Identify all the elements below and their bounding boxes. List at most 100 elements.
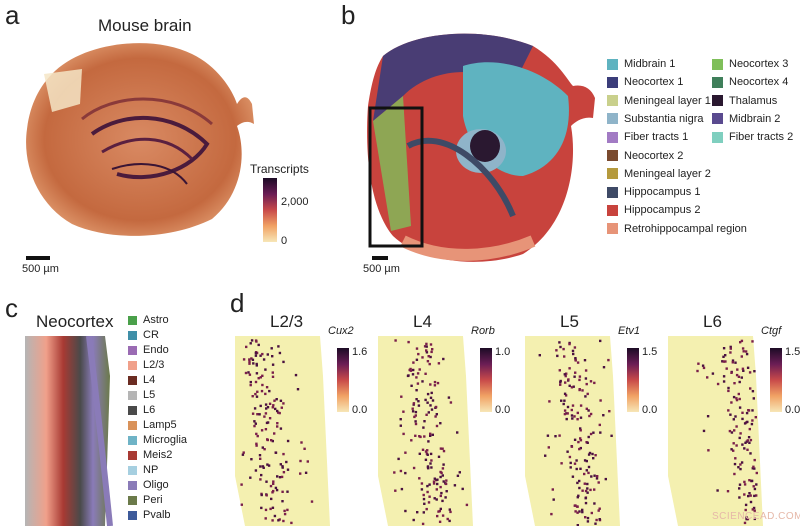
expression-dot: [259, 404, 262, 408]
expression-dot: [583, 359, 587, 362]
expression-dot: [290, 521, 293, 525]
expression-dot: [697, 362, 700, 365]
panel-c-title: Neocortex: [36, 312, 114, 331]
expression-dot: [429, 343, 433, 346]
expression-dot: [279, 463, 282, 466]
expression-dot: [249, 380, 252, 384]
scale-bar-a-label: 500 µm: [22, 263, 59, 275]
expression-dot: [254, 351, 258, 355]
expression-dot: [570, 445, 574, 448]
expression-dot: [269, 507, 272, 511]
expression-dot: [589, 380, 593, 383]
expression-dot: [721, 360, 724, 363]
expression-dot: [421, 380, 424, 383]
expression-dot: [253, 424, 256, 428]
expression-dot: [563, 412, 567, 416]
expression-dot: [442, 463, 445, 466]
expression-dot: [431, 399, 435, 402]
expression-dot: [748, 427, 751, 431]
expression-dot: [274, 407, 277, 411]
expression-dot: [560, 462, 563, 465]
expression-dot: [724, 354, 727, 357]
map-gene-name: Rorb: [471, 325, 495, 337]
legend-b-label: Hippocampus 2: [624, 204, 701, 217]
expression-dot: [271, 439, 274, 443]
expression-dot: [576, 496, 579, 499]
legend-c-item: L6: [128, 404, 155, 416]
expression-dot: [418, 368, 421, 371]
expression-dot: [595, 477, 599, 480]
expression-dot: [573, 438, 577, 441]
expression-dot: [276, 425, 279, 428]
expression-dot: [276, 409, 279, 413]
legend-c-item: L2/3: [128, 359, 164, 371]
expression-dot: [418, 435, 421, 438]
expression-dot: [425, 345, 428, 348]
expression-dot: [547, 446, 550, 449]
expression-dot: [414, 420, 417, 423]
expression-dot: [441, 467, 445, 470]
expression-dot: [260, 429, 264, 432]
expression-dot: [427, 355, 430, 358]
expression-dot: [574, 510, 577, 513]
expression-dot: [702, 366, 706, 370]
expression-dot: [416, 382, 420, 385]
expression-dot: [249, 383, 252, 387]
expression-dot: [412, 361, 415, 364]
expression-dot: [282, 452, 285, 456]
colorbar-a-max: 2,000: [281, 196, 309, 208]
expression-dot: [733, 382, 736, 385]
legend-b-item: Midbrain 1: [607, 58, 675, 70]
expression-dot: [271, 519, 274, 522]
expression-dot: [255, 395, 259, 398]
expression-dot: [576, 505, 579, 508]
expression-dot: [752, 397, 755, 400]
expression-dot: [270, 347, 273, 350]
expression-dot: [433, 477, 436, 480]
expression-dot: [733, 472, 736, 476]
expression-dot: [269, 484, 273, 488]
expression-dot: [595, 518, 598, 522]
colorbar-a: [263, 178, 277, 242]
expression-dot: [259, 376, 262, 379]
expression-dot: [745, 517, 748, 521]
expression-dot: [738, 496, 741, 499]
expression-dot: [435, 478, 438, 482]
expression-dot: [271, 371, 274, 374]
legend-c-item: Pvalb: [128, 509, 171, 521]
expression-dot: [425, 452, 429, 455]
expression-dot: [583, 459, 587, 462]
legend-b-label: Neocortex 4: [729, 76, 789, 89]
expression-dot: [429, 462, 432, 465]
expression-dot: [738, 436, 741, 440]
expression-dot: [722, 360, 725, 363]
expression-dot: [271, 506, 275, 509]
expression-dot: [286, 508, 289, 512]
expression-dot: [588, 451, 592, 455]
expression-dot: [260, 389, 264, 393]
expression-dot: [742, 369, 745, 372]
expression-dot: [579, 416, 583, 419]
panel-label-d: d: [230, 288, 245, 318]
expression-dot: [412, 518, 415, 522]
expression-dot: [725, 367, 728, 370]
expression-dot: [563, 409, 567, 412]
expression-dot: [265, 407, 268, 410]
expression-dot: [418, 452, 421, 455]
expression-dot: [706, 415, 710, 418]
expression-dot: [701, 364, 705, 367]
expression-dot: [399, 418, 402, 421]
expression-dot: [426, 490, 429, 494]
expression-dot: [453, 484, 457, 487]
expression-dot: [412, 402, 416, 405]
expression-dot: [258, 454, 262, 457]
expression-dot: [576, 511, 579, 514]
expression-dot: [425, 351, 429, 354]
expression-dot: [730, 401, 733, 404]
expression-dot: [592, 457, 595, 460]
expression-dot: [276, 475, 279, 478]
expression-dot: [576, 418, 579, 421]
expression-dot: [707, 449, 710, 452]
expression-dot: [727, 389, 730, 393]
expression-dot: [608, 410, 611, 413]
